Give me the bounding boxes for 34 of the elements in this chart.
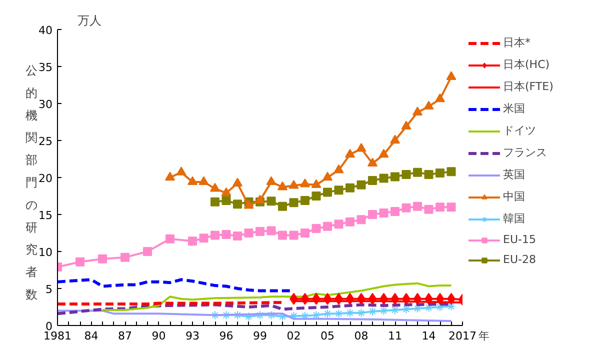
y-tick-label: 25 [38, 135, 53, 148]
x-tick-label: 02 [286, 330, 301, 342]
legend-label: フランス [503, 145, 547, 160]
legend-label: ドイツ [503, 123, 536, 138]
x-tick-label: 14 [422, 330, 436, 342]
text: 万人 [78, 14, 102, 28]
legend-label: 日本(FTE) [503, 79, 554, 94]
y-tick-label: 5 [46, 283, 52, 296]
y-tick-label: 40 [38, 24, 53, 37]
x-tick-label: 87 [118, 330, 132, 342]
y-tick-label: 15 [38, 209, 53, 222]
x-tick-label: 84 [84, 330, 98, 342]
legend-label: EU-28 [503, 253, 536, 266]
y-tick-label: 30 [38, 98, 53, 111]
text: 公的機関部門の研究者数 [26, 64, 38, 302]
x-tick-label: 90 [152, 330, 166, 342]
x-tick-label: 99 [253, 330, 267, 342]
y-tick-label: 35 [38, 61, 53, 74]
x-tick-label: 05 [320, 330, 334, 342]
x-tick-label: 11 [388, 330, 402, 342]
y-tick-label: 10 [38, 246, 53, 259]
x-tick-label: 08 [354, 330, 368, 342]
x-tick-label: 2017 [448, 330, 477, 342]
legend-label: 米国 [503, 101, 525, 116]
legend-label: 中国 [503, 189, 525, 204]
legend-label: EU-15 [503, 233, 536, 246]
legend-label: 日本* [503, 35, 530, 50]
x-tick-label: 93 [186, 330, 200, 342]
legend-label: 日本(HC) [503, 57, 550, 72]
x-tick-label: 96 [219, 330, 234, 342]
legend-label: 韓国 [503, 211, 525, 226]
y-tick-label: 20 [38, 172, 53, 185]
x-axis-title: 年 [478, 330, 490, 342]
legend-label: 英国 [503, 167, 525, 182]
